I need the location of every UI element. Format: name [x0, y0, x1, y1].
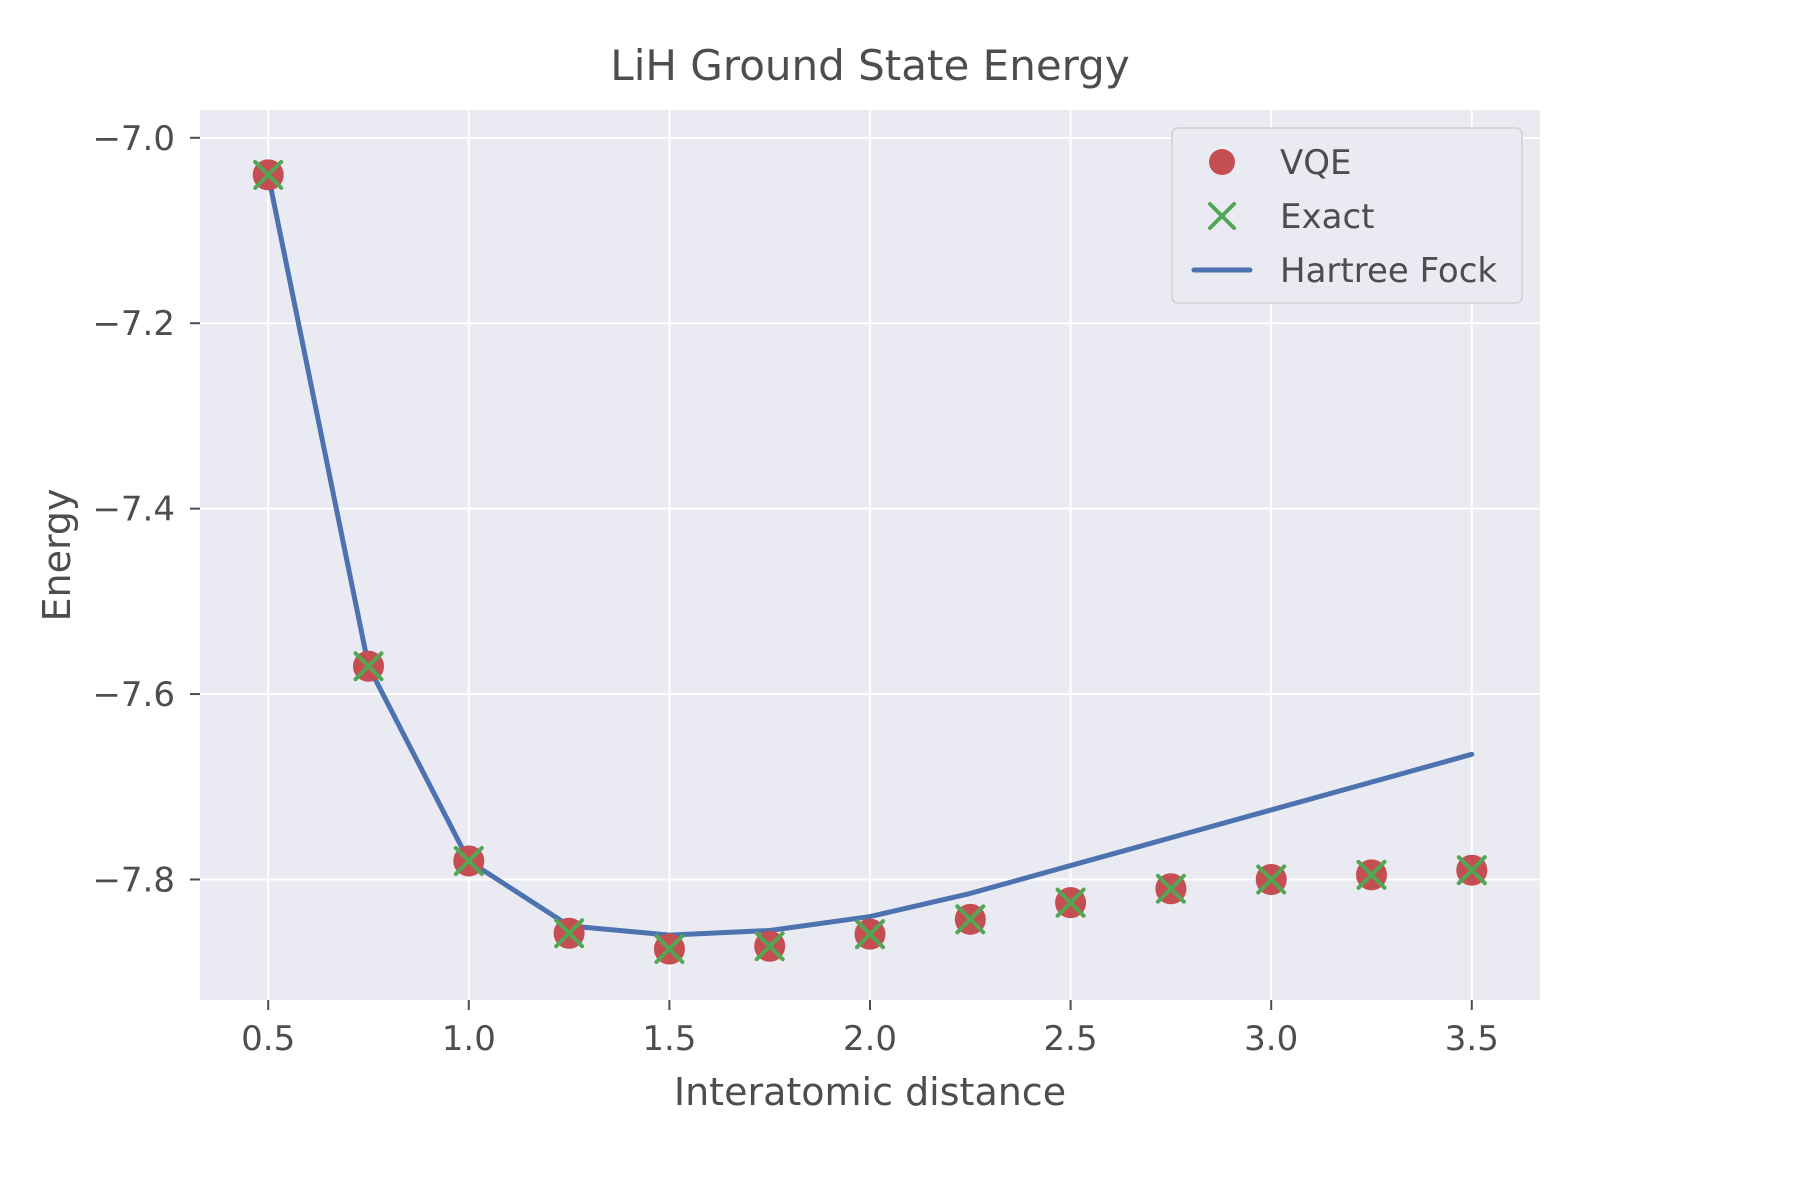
- y-tick-label: −7.8: [92, 860, 175, 900]
- y-axis-label: Energy: [35, 488, 79, 621]
- x-tick-label: 2.0: [843, 1019, 897, 1059]
- y-tick-label: −7.0: [92, 119, 175, 159]
- y-tick-label: −7.2: [92, 304, 175, 344]
- legend: VQE Exact Hartree Fock: [1172, 128, 1522, 303]
- x-tick-label: 3.0: [1244, 1019, 1298, 1059]
- chart-figure: 0.5 1.0 1.5 2.0 2.5 3.0 3.5 −7.0 −7.2 −7.4 −7.6 −7.…: [0, 0, 1800, 1200]
- y-tick-label: −7.4: [92, 490, 175, 530]
- x-tick-label: 3.5: [1445, 1019, 1499, 1059]
- x-axis-label: Interatomic distance: [674, 1070, 1066, 1114]
- legend-exact-label: Exact: [1280, 197, 1374, 237]
- x-tick-label: 1.0: [442, 1019, 496, 1059]
- x-tick-label: 2.5: [1044, 1019, 1098, 1059]
- x-tick-label: 1.5: [642, 1019, 696, 1059]
- y-tick-label: −7.6: [92, 675, 175, 715]
- legend-vqe-label: VQE: [1280, 143, 1352, 183]
- legend-hf-label: Hartree Fock: [1280, 251, 1497, 291]
- x-tick-label: 0.5: [241, 1019, 295, 1059]
- chart-title: LiH Ground State Energy: [610, 41, 1129, 90]
- legend-vqe-icon: [1209, 149, 1235, 175]
